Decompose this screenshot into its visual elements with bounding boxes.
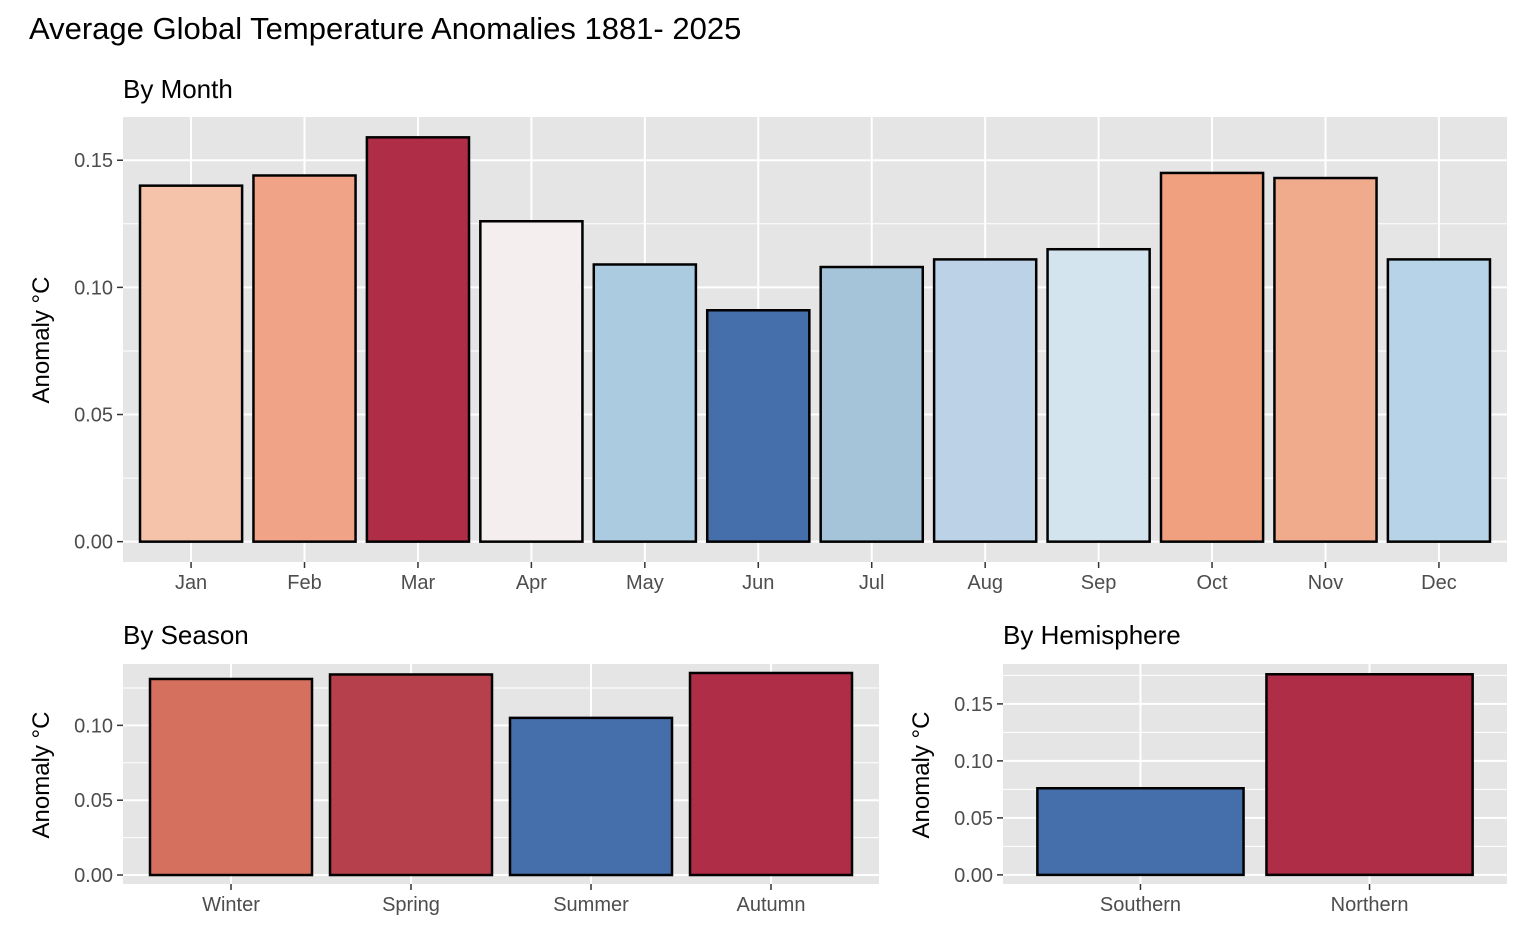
y-tick-label: 0.00	[74, 532, 113, 554]
y-tick-label: 0.00	[74, 865, 113, 887]
x-tick-label-southern: Southern	[1100, 894, 1181, 916]
x-tick-label-jun: Jun	[742, 572, 774, 594]
x-tick-label-nov: Nov	[1308, 572, 1344, 594]
panel-by-month: By Month Anomaly °C 0.00 0.05 0.10 0.15 Jan F…	[28, 74, 1507, 594]
y-tick-label: 0.15	[954, 694, 993, 716]
panel-subtitle-by-month: By Month	[123, 74, 233, 104]
panel-subtitle-by-season: By Season	[123, 620, 249, 650]
x-tick-label-may: May	[626, 572, 664, 594]
bar-aug	[932, 258, 1038, 543]
bar-mar	[365, 136, 471, 543]
x-tick-label-jan: Jan	[175, 572, 207, 594]
y-tick-label: 0.15	[74, 150, 113, 172]
x-tick-label-sep: Sep	[1081, 572, 1117, 594]
bar-jun	[705, 309, 811, 543]
panel-subtitle-by-hemisphere: By Hemisphere	[1003, 620, 1181, 650]
y-tick-label: 0.00	[954, 865, 993, 887]
bar-northern	[1265, 673, 1474, 877]
x-tick-label-summer: Summer	[553, 894, 629, 916]
bar-spring	[328, 673, 494, 877]
panel-by-hemisphere: By Hemisphere Anomaly °C 0.00 0.05 0.10 0.1…	[908, 620, 1507, 916]
x-tick-label-dec: Dec	[1421, 572, 1457, 594]
bar-may	[592, 263, 698, 543]
y-axis-title-by-season: Anomaly °C	[28, 712, 55, 839]
bar-southern	[1036, 786, 1245, 877]
y-tick-label: 0.10	[954, 751, 993, 773]
bar-feb	[252, 174, 357, 543]
bar-jan	[138, 184, 244, 543]
x-tick-label-winter: Winter	[202, 894, 260, 916]
x-tick-label-apr: Apr	[516, 572, 547, 594]
bar-sep	[1046, 247, 1151, 543]
x-tick-label-autumn: Autumn	[737, 894, 806, 916]
bar-autumn	[688, 671, 854, 877]
y-tick-label: 0.05	[954, 808, 993, 830]
chart-title: Average Global Temperature Anomalies 188…	[29, 11, 741, 46]
bar-winter	[148, 677, 314, 877]
x-tick-label-aug: Aug	[967, 572, 1003, 594]
y-tick-label: 0.10	[74, 277, 113, 299]
y-tick-label: 0.05	[74, 790, 113, 812]
y-axis-title-by-month: Anomaly °C	[28, 277, 55, 404]
x-tick-label-feb: Feb	[287, 572, 321, 594]
x-tick-label-northern: Northern	[1331, 894, 1409, 916]
bar-summer	[508, 716, 674, 877]
x-tick-label-oct: Oct	[1196, 572, 1228, 594]
x-tick-label-spring: Spring	[382, 894, 440, 916]
bar-nov	[1273, 176, 1378, 543]
bar-oct	[1159, 171, 1265, 543]
y-tick-label: 0.10	[74, 715, 113, 737]
x-tick-label-jul: Jul	[859, 572, 885, 594]
bar-jul	[819, 265, 925, 543]
panel-by-season: By Season Anomaly °C 0.00 0.05 0.10 Winter S…	[28, 620, 879, 916]
x-tick-label-mar: Mar	[401, 572, 436, 594]
y-axis-title-by-hemisphere: Anomaly °C	[908, 712, 935, 839]
bar-apr	[479, 220, 584, 543]
bar-dec	[1386, 258, 1492, 543]
y-tick-label: 0.05	[74, 405, 113, 427]
